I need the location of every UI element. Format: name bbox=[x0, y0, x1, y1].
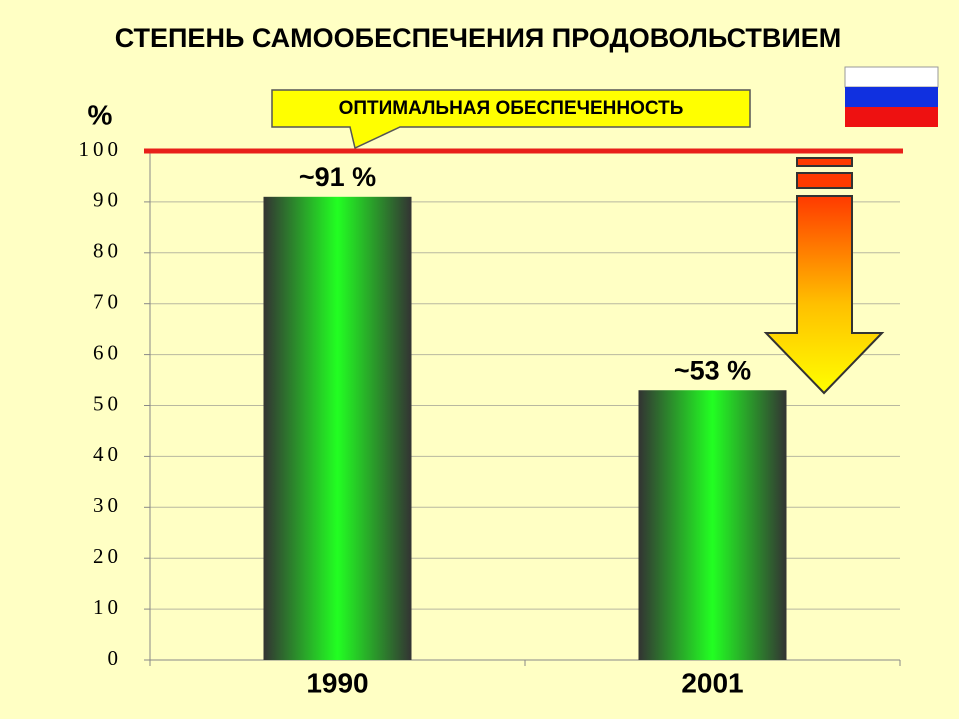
callout: ОПТИМАЛЬНАЯ ОБЕСПЕЧЕННОСТЬ bbox=[271, 89, 751, 150]
y-tick-label: 40 bbox=[93, 442, 122, 466]
value-label: ~53 % bbox=[674, 355, 751, 385]
y-tick-label: 0 bbox=[108, 646, 123, 670]
y-tick-label: 30 bbox=[93, 493, 122, 517]
y-tick-label: 70 bbox=[93, 290, 122, 314]
y-tick-label: 100 bbox=[79, 137, 123, 161]
y-tick-label: 80 bbox=[93, 239, 122, 263]
value-label: ~91 % bbox=[299, 162, 376, 192]
x-tick-label: 1990 bbox=[306, 667, 368, 698]
chart-title: СТЕПЕНЬ САМООБЕСПЕЧЕНИЯ ПРОДОВОЛЬСТВИЕМ bbox=[115, 23, 842, 53]
y-tick-label: 10 bbox=[93, 595, 122, 619]
bar bbox=[638, 390, 787, 660]
flag bbox=[844, 66, 939, 127]
y-tick-label: 50 bbox=[93, 391, 122, 415]
bar bbox=[263, 196, 412, 660]
down-arrow bbox=[763, 157, 885, 395]
y-axis-label: % bbox=[88, 99, 113, 130]
y-tick-label: 90 bbox=[93, 188, 122, 212]
y-tick-label: 20 bbox=[93, 544, 122, 568]
reference-label: ОПТИМАЛЬНАЯ ОБЕСПЕЧЕННОСТЬ bbox=[339, 98, 684, 119]
y-tick-label: 60 bbox=[93, 340, 122, 364]
x-tick-label: 2001 bbox=[681, 667, 743, 698]
